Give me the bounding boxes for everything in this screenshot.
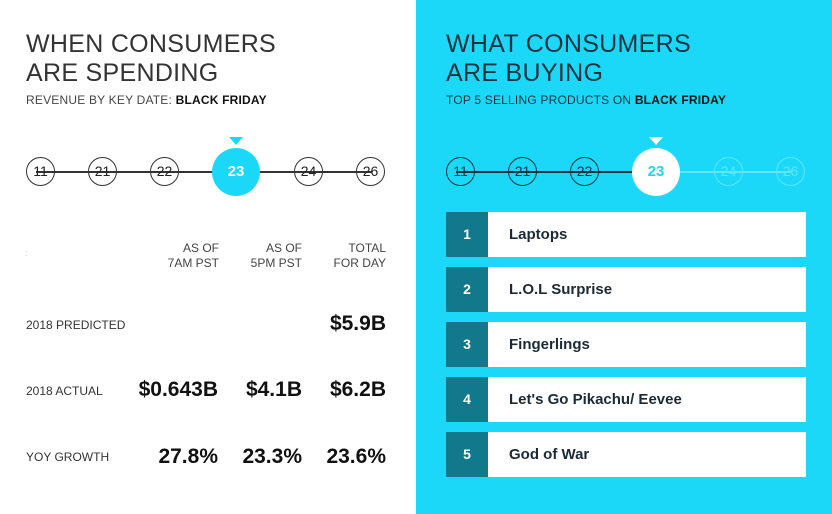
column-header-7am: AS OF 7AM PST [167,241,219,270]
column-header-5pm: AS OF 5PM PST [250,241,302,270]
product-item: 4 Let's Go Pikachu/ Eevee [446,377,806,422]
product-name: God of War [509,446,590,463]
date-node-26[interactable]: 26 [776,157,805,186]
product-rank: 1 [446,212,488,257]
product-item: 3 Fingerlings [446,322,806,367]
decorative-mark: : [25,249,28,258]
product-rank: 2 [446,267,488,312]
buying-title: WHAT CONSUMERS ARE BUYING [446,30,691,87]
product-rank: 3 [446,322,488,367]
spending-panel: WHEN CONSUMERS ARE SPENDING REVENUE BY K… [22,30,402,468]
date-node-24[interactable]: 24 [714,157,743,186]
product-name: Let's Go Pikachu/ Eevee [509,391,682,408]
date-timeline: 11 21 22 23 24 26 [442,134,822,210]
date-node-21[interactable]: 21 [88,157,117,186]
product-rank: 4 [446,377,488,422]
row-label-yoy-growth: YOY GROWTH [26,450,110,464]
date-node-24[interactable]: 24 [294,157,323,186]
product-item: 2 L.O.L Surprise [446,267,806,312]
spending-title: WHEN CONSUMERS ARE SPENDING [26,30,277,87]
date-node-26[interactable]: 26 [356,157,385,186]
table-cell: 23.6% [326,445,386,468]
column-header-total: TOTAL FOR DAY [333,241,386,270]
product-item: 1 Laptops [446,212,806,257]
selected-date-marker [229,137,243,145]
date-node-21[interactable]: 21 [508,157,537,186]
date-node-11[interactable]: 11 [446,157,475,186]
timeline-line [36,171,372,173]
product-item: 5 God of War [446,432,806,477]
date-timeline: 11 21 22 23 24 26 [22,134,402,210]
table-cell: $4.1B [245,378,302,401]
product-rank: 5 [446,432,488,477]
table-cell: 23.3% [242,445,302,468]
table-cell: $5.9B [329,312,386,335]
product-name: Fingerlings [509,336,590,353]
date-node-22[interactable]: 22 [570,157,599,186]
table-cell: $6.2B [329,378,386,401]
selected-date-marker [649,137,663,145]
table-cell: 27.8% [158,445,218,468]
row-label-actual: 2018 ACTUAL [26,384,103,398]
buying-subtitle: TOP 5 SELLING PRODUCTS ON BLACK FRIDAY [446,93,727,107]
date-node-23-selected[interactable]: 23 [212,148,260,196]
buying-panel: WHAT CONSUMERS ARE BUYING TOP 5 SELLING … [416,0,832,514]
date-node-11[interactable]: 11 [26,157,55,186]
product-name: Laptops [509,226,568,243]
row-label-predicted: 2018 PREDICTED [26,318,126,332]
product-name: L.O.L Surprise [509,281,613,298]
table-cell: $0.643B [138,378,218,401]
date-node-22[interactable]: 22 [150,157,179,186]
timeline-line [456,171,646,173]
spending-subtitle: REVENUE BY KEY DATE: BLACK FRIDAY [26,93,267,107]
date-node-23-selected[interactable]: 23 [632,148,680,196]
